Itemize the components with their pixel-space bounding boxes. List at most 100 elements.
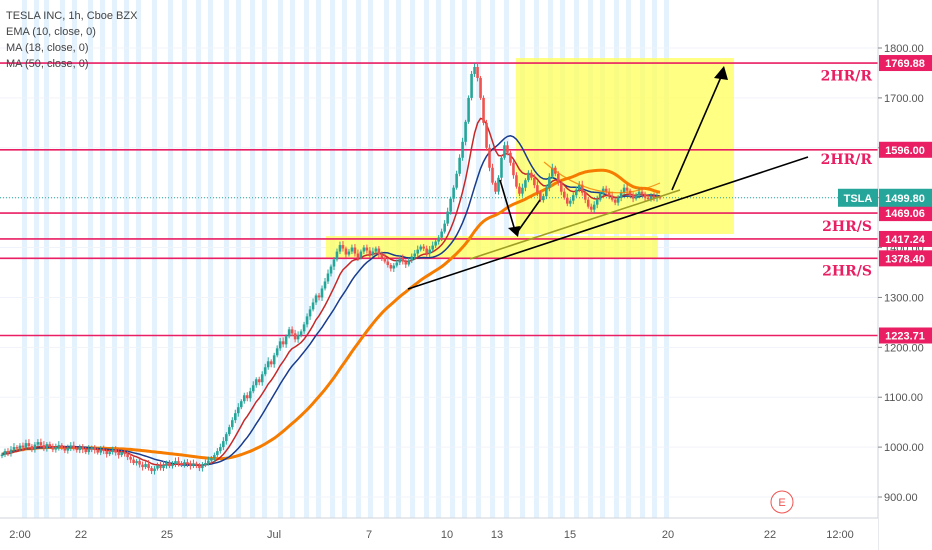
candle-body [186,462,189,465]
candle-body [419,246,423,250]
candle-body [335,251,339,260]
time-tick-label: 7 [366,529,372,541]
candle-body [562,191,566,198]
candle-body [308,309,312,317]
candle-body [174,461,177,465]
candle-body [233,413,237,421]
candle-body [302,324,306,332]
candle-body [0,454,4,457]
price-tick-label: 900.00 [884,492,918,504]
time-tick-label: Jul [267,529,281,541]
candle-body [21,445,25,448]
candle-body [257,379,261,383]
candle-body [198,465,201,469]
candle-body [434,241,437,246]
candle-body [42,445,46,449]
candle-body [66,447,70,451]
zone-label: 2HR/R [821,68,873,84]
candle-body [305,316,309,325]
candle-body [111,449,114,453]
candle-body [329,266,333,274]
candle-body [3,451,7,455]
candle-body [177,461,180,464]
level-badge-label: 1769.88 [885,58,925,70]
time-tick-label: 13 [491,529,503,541]
candle-body [395,262,399,266]
candle-body [165,462,168,466]
candle-body [350,247,354,252]
candle-body [452,187,455,199]
candle-body [33,444,37,450]
candle-body [646,197,650,200]
candle-body [290,329,294,334]
candle-body [389,265,393,269]
candle-body [228,427,231,435]
level-badge [879,205,932,222]
candle-body [69,445,73,448]
candle-body [643,193,647,198]
candle-body [260,374,264,383]
candle-body [473,66,476,74]
candle-body [533,177,536,186]
level-lines [0,62,878,337]
candle-body [275,348,279,356]
support-trendline [407,156,809,290]
zone-label: 2HR/S [822,219,872,235]
candle-body [171,464,174,467]
candle-body [144,464,147,468]
candle-body [560,182,563,192]
candle-body [117,452,120,456]
candle-body [467,97,470,122]
candle-body [102,449,105,452]
candle-body [479,77,482,98]
candle-body [132,459,135,464]
candle-body [383,257,387,262]
candle-body [461,141,464,158]
candle-body [598,193,602,200]
candle-body [207,460,210,464]
candle-body [225,434,228,442]
candle-body [407,260,411,265]
candle-body [36,442,40,445]
candle-body [24,443,28,448]
candle-body [248,391,252,399]
candle-body [631,194,635,199]
candle-body [222,441,225,448]
level-badge-label: 1378.40 [885,253,925,265]
candle-body [90,447,94,450]
candle-body [592,204,596,210]
candle-body [9,449,13,454]
candle-body [138,461,141,465]
candle-body [281,341,285,345]
candle-body [338,245,342,252]
candle-body [607,191,611,196]
candle-body [500,157,503,178]
candle-body [455,173,458,188]
candle-body [60,445,64,449]
zone-label: 2HR/R [821,152,873,168]
price-tick-label: 1300.00 [884,292,924,304]
last-price-symbol: TSLA [844,193,873,205]
candle-body [536,185,539,193]
triangle-curve [543,161,661,194]
price-tick-label: 1800.00 [884,43,924,55]
candle-body [201,465,204,469]
candle-body [326,273,330,282]
candle-body [320,288,324,298]
candle-body [497,177,500,192]
candle-body [577,184,581,190]
candle-body [458,157,461,174]
level-badge-label: 1417.24 [885,234,926,246]
price-tick-label: 1100.00 [884,392,923,404]
candle-body [239,401,243,408]
down-move-arrowhead [508,226,520,237]
level-badge-label: 1469.06 [885,208,925,220]
candle-body [78,447,82,451]
candle-body [311,302,315,310]
candle-body [625,187,629,191]
candle-body [293,333,297,340]
candle-body [18,445,22,449]
candle-body [613,199,617,203]
legend-symbol: TESLA INC, 1h, Cboe BZX [6,10,138,22]
